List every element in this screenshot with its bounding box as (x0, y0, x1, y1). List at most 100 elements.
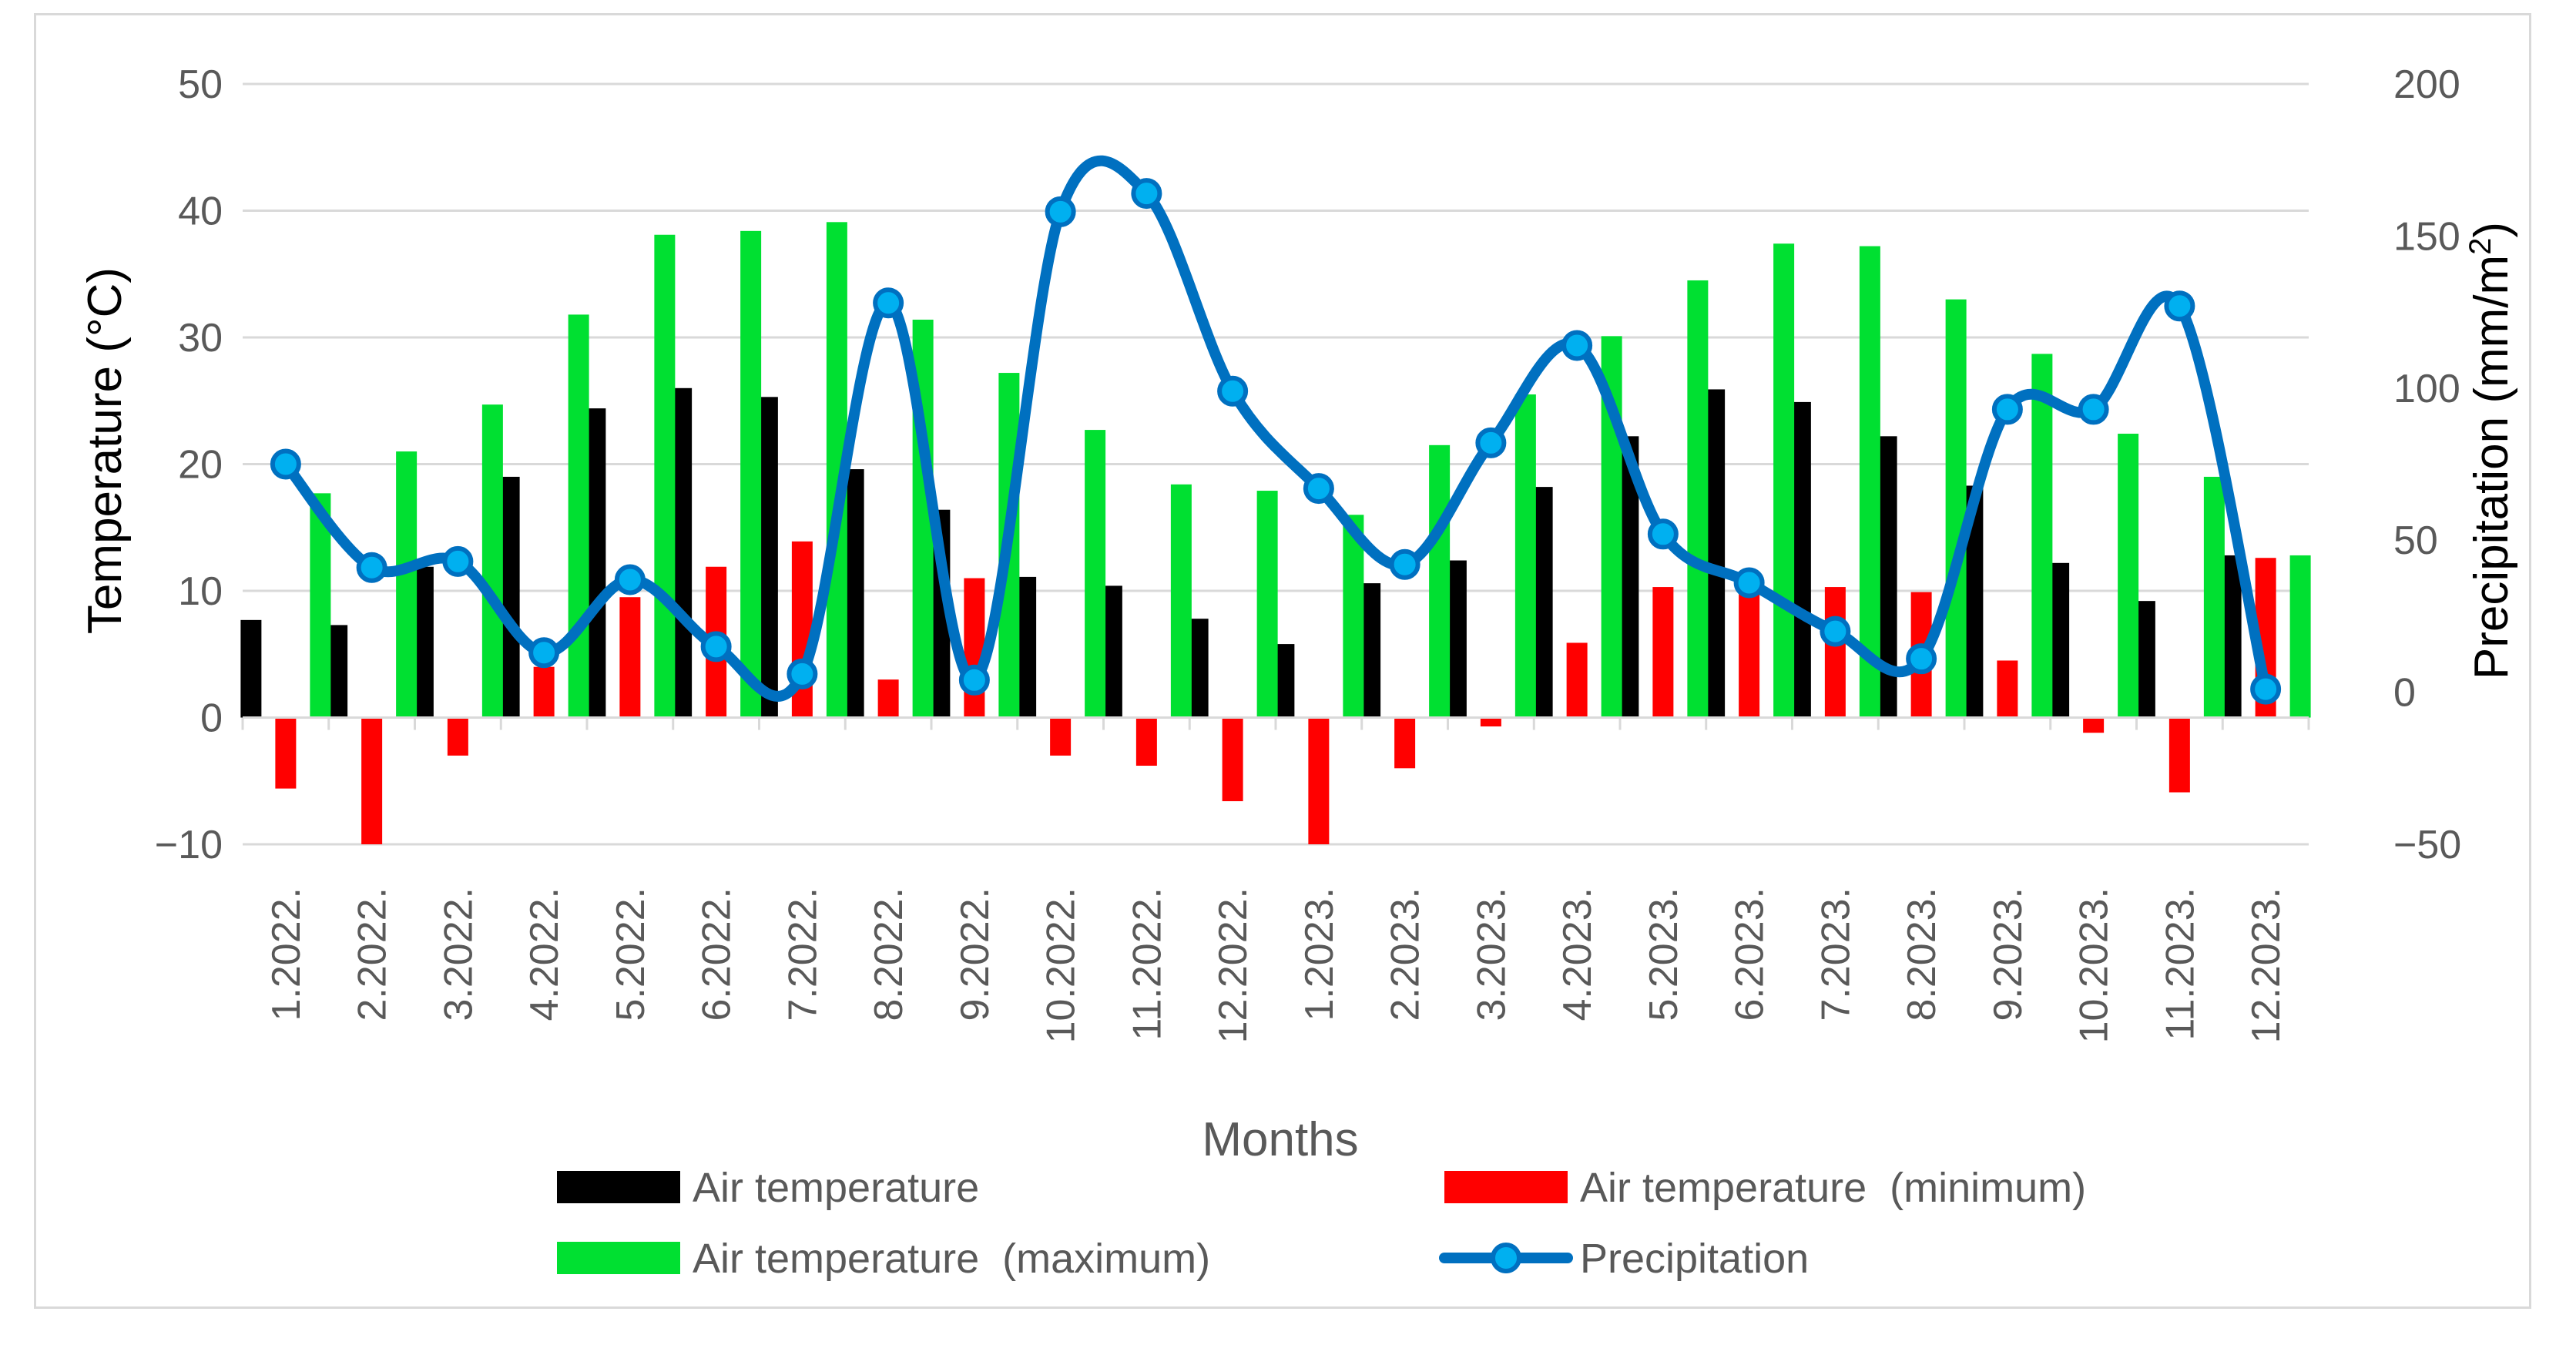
precipitation-point (2078, 394, 2109, 425)
precipitation-point (873, 287, 904, 319)
bar-air-temperature-maximum (2203, 476, 2225, 718)
legend-label-precipitation: Precipitation (1580, 1236, 1809, 1282)
legend-swatch-air-temperature (557, 1171, 680, 1203)
precipitation-point (1131, 178, 1162, 210)
precipitation-point (356, 552, 387, 583)
bar-air-temperature-minimum (1394, 717, 1416, 769)
precipitation-point (1389, 548, 1420, 580)
chart: −10 0 10 20 30 40 50 −50 0 50 100 150 200 1.2022. 2.20… (79, 62, 2518, 1282)
bar-air-temperature-maximum (2118, 434, 2139, 718)
precipitation-point (787, 658, 818, 689)
y2-axis-title-suffix: ) (2465, 222, 2518, 238)
bar-air-temperature-maximum (310, 493, 331, 718)
precipitation-point (1647, 518, 1679, 550)
bar-air-temperature-maximum (2289, 555, 2311, 718)
y2-axis-title-superscript: 2 (2464, 238, 2497, 255)
y-tick-label: −10 (155, 823, 223, 867)
legend: Air temperature Air temperature (minimum… (557, 1165, 2086, 1282)
y2-tick-label: −50 (2393, 823, 2461, 867)
bar-air-temperature-maximum (1687, 280, 1709, 718)
bar-air-temperature-maximum (481, 404, 503, 718)
precipitation-point (1906, 643, 1937, 675)
x-axis-title: Months (1202, 1113, 1358, 1166)
x-tick-label: 7.2022. (780, 887, 825, 1021)
bar-air-temperature-minimum (275, 717, 297, 789)
legend-swatch-air-temperature-minimum (1444, 1171, 1568, 1203)
legend-label-air-temperature: Air temperature (693, 1165, 979, 1211)
bar-air-temperature-minimum (877, 679, 899, 718)
gridlines (243, 82, 2309, 846)
x-tick-label: 3.2022. (436, 887, 481, 1021)
bar-air-temperature-minimum (1308, 717, 1330, 844)
bar-air-temperature-minimum (619, 597, 641, 718)
bar-air-temperature (240, 619, 262, 718)
bar-air-temperature-maximum (1429, 444, 1451, 718)
bar-air-temperature-minimum (533, 666, 555, 718)
bar-air-temperature-minimum (447, 717, 468, 756)
y2-tick-label: 100 (2393, 367, 2460, 411)
legend-swatch-air-temperature-maximum (557, 1242, 680, 1274)
bar-air-temperature-maximum (1343, 515, 1364, 718)
precipitation-point (1733, 567, 1765, 599)
y2-tick-label: 200 (2393, 62, 2460, 107)
y2-tick-label: 0 (2393, 671, 2416, 716)
x-tick-label: 4.2023. (1555, 887, 1600, 1021)
bar-air-temperature-maximum (1514, 394, 1536, 718)
precipitation-point (442, 545, 474, 577)
bar-air-temperature-maximum (740, 230, 762, 718)
bar-air-temperature-maximum (568, 314, 589, 718)
bar-air-temperature-minimum (1739, 585, 1760, 718)
bar-air-temperature-maximum (396, 451, 418, 718)
bar-air-temperature-minimum (964, 578, 985, 718)
bar-air-temperature-minimum (1050, 717, 1072, 756)
bar-air-temperature-maximum (1085, 430, 1106, 718)
bar-air-temperature-minimum (1222, 717, 1243, 802)
y-tick-label: 30 (178, 316, 223, 361)
x-tick-label: 7.2023. (1813, 887, 1858, 1021)
x-tick-label: 2.2023. (1384, 887, 1428, 1021)
bar-air-temperature-maximum (1859, 246, 1880, 718)
precipitation-point (958, 664, 990, 696)
legend-label-air-temperature-minimum: Air temperature (minimum) (1580, 1165, 2086, 1211)
chart-frame: −10 0 10 20 30 40 50 −50 0 50 100 150 200 1.2022. 2.20… (34, 13, 2531, 1309)
x-tick-label: 8.2023. (1900, 887, 1944, 1021)
bar-air-temperature-maximum (1256, 491, 1278, 718)
y-tick-label: 50 (178, 62, 223, 107)
bars (240, 222, 2311, 844)
precipitation-point (1303, 473, 1334, 505)
x-tick-label: 6.2023. (1728, 887, 1773, 1021)
x-tick-label: 12.2023. (2244, 887, 2289, 1043)
x-tick-label: 3.2023. (1469, 887, 1514, 1021)
bar-air-temperature-minimum (1135, 717, 1157, 766)
x-tick-label: 11.2023. (2158, 887, 2202, 1041)
bar-air-temperature-maximum (1945, 299, 1967, 718)
y-tick-label: 10 (178, 569, 223, 614)
bar-air-temperature-minimum (1652, 587, 1674, 718)
x-tick-label: 9.2022. (953, 887, 998, 1021)
precipitation-point (1475, 427, 1507, 458)
x-tick-label: 2.2022. (351, 887, 395, 1021)
bar-air-temperature-minimum (361, 717, 383, 844)
precipitation-point (1561, 330, 1593, 361)
x-tick-label: 1.2023. (1297, 887, 1342, 1021)
y-axis-title: Temperature (°C) (79, 267, 132, 634)
y2-tick-label: 50 (2393, 518, 2438, 563)
bar-air-temperature-maximum (2031, 354, 2053, 718)
precipitation-point (700, 631, 732, 662)
y-tick-label: 40 (178, 190, 223, 234)
precipitation-point (528, 637, 560, 669)
legend-label-air-temperature-maximum: Air temperature (maximum) (693, 1236, 1210, 1282)
bar-air-temperature-minimum (1566, 642, 1588, 718)
bar-air-temperature-maximum (1170, 484, 1192, 718)
x-tick-label: 9.2023. (1986, 887, 2031, 1021)
x-tick-label: 4.2022. (522, 887, 567, 1021)
precipitation-point (1820, 615, 1851, 647)
precipitation-line-group (270, 155, 2282, 705)
x-tick-label: 10.2022. (1039, 887, 1084, 1043)
x-tick-label: 12.2022. (1211, 887, 1256, 1043)
x-tick-label: 5.2023. (1642, 887, 1686, 1021)
precipitation-point (1217, 375, 1249, 407)
precipitation-point (1991, 394, 2023, 425)
x-tick-label: 8.2022. (867, 887, 911, 1021)
precipitation-point (1045, 196, 1076, 227)
